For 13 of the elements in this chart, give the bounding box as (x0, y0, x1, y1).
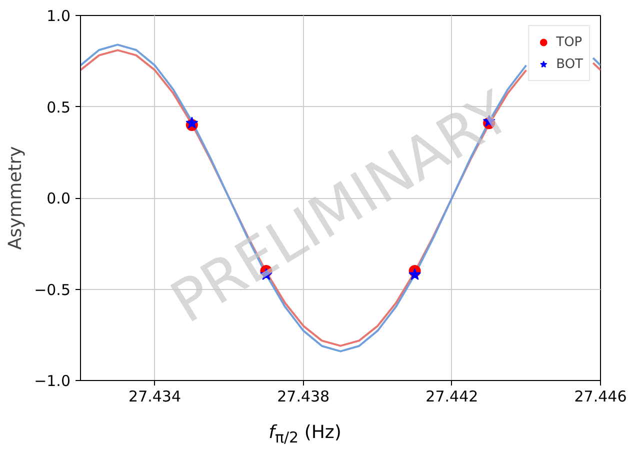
y-tick-label: −1.0 (34, 372, 71, 390)
y-tick-label: 1.0 (46, 7, 71, 25)
legend-label: BOT (556, 56, 583, 72)
x-tick-label: 27.442 (426, 388, 478, 406)
y-axis-title: Asymmetry (5, 146, 26, 250)
x-tick-label: 27.446 (574, 388, 627, 406)
legend-label: TOP (556, 34, 582, 50)
y-tick-label: 0.0 (46, 190, 71, 208)
x-tick-label: 27.434 (128, 388, 182, 406)
y-tick-label: 0.5 (46, 98, 71, 116)
y-tick-label: −0.5 (34, 280, 71, 299)
x-axis-title: f$_{π/2}$ (Hz) (268, 421, 342, 449)
x-tick-label: 27.438 (277, 388, 330, 406)
